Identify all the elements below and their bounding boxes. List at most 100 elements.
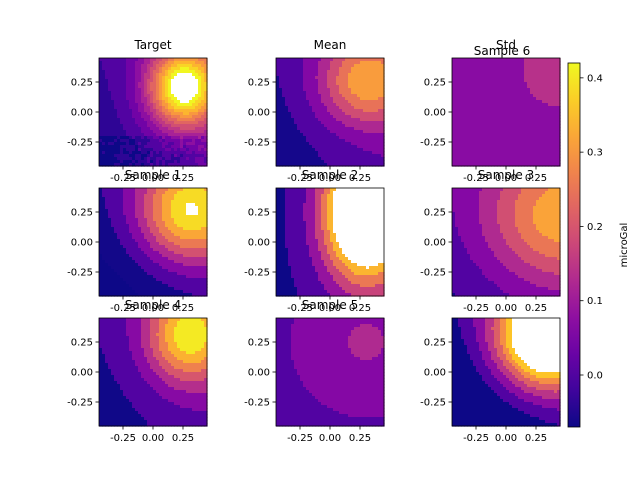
heatmap-cell (129, 76, 133, 80)
heatmap-cell (192, 82, 196, 86)
heatmap-cell (147, 67, 151, 71)
heatmap-cell (105, 76, 109, 80)
heatmap-cell (129, 154, 133, 158)
heatmap-cell (108, 58, 112, 62)
heatmap-cell (114, 124, 118, 128)
heatmap-cell (183, 73, 187, 77)
heatmap-cell (99, 124, 103, 128)
heatmap-cell (177, 70, 181, 74)
heatmap-cell (159, 136, 163, 140)
heatmap-cell (144, 133, 148, 137)
heatmap-cell (201, 130, 205, 134)
heatmap-cell (174, 82, 178, 86)
heatmap-cell (123, 88, 127, 92)
heatmap-cell (129, 157, 133, 161)
heatmap-cell (111, 88, 115, 92)
heatmap-cell (177, 157, 181, 161)
heatmap-cell (102, 88, 106, 92)
heatmap-cell (279, 145, 283, 149)
heatmap-cell (105, 70, 109, 74)
heatmap-cell (117, 139, 121, 143)
heatmap-cell (276, 85, 280, 89)
heatmap-cell (156, 154, 160, 158)
heatmap-cell (285, 109, 289, 113)
heatmap-cell (186, 130, 190, 134)
heatmap-cell (114, 163, 118, 167)
heatmap-cell (150, 157, 154, 161)
heatmap-cell (159, 121, 163, 125)
heatmap-cell (195, 118, 199, 122)
heatmap-cell (123, 61, 127, 65)
heatmap-cell (147, 163, 151, 167)
heatmap-cell (102, 76, 106, 80)
heatmap-cell (141, 100, 145, 104)
heatmap-cell (99, 154, 103, 158)
heatmap-cell (159, 145, 163, 149)
heatmap-cell (168, 163, 172, 167)
heatmap-cell (180, 112, 184, 116)
heatmap-cell (198, 127, 202, 131)
heatmap-cell (99, 58, 103, 62)
heatmap-cell (174, 67, 178, 71)
heatmap-cell (186, 97, 190, 101)
heatmap-cell (120, 64, 124, 68)
heatmap-cell (132, 97, 136, 101)
heatmap-cell (189, 97, 193, 101)
heatmap-cell (198, 133, 202, 137)
heatmap-cell (165, 139, 169, 143)
heatmap-cell (111, 76, 115, 80)
heatmap-cell (156, 109, 160, 113)
heatmap-cell (198, 103, 202, 107)
heatmap-cell (99, 100, 103, 104)
heatmap-cell (126, 163, 130, 167)
heatmap-cell (276, 70, 280, 74)
heatmap-cell (204, 139, 208, 143)
heatmap-cell (195, 79, 199, 83)
heatmap-cell (156, 139, 160, 143)
heatmap-cell (288, 76, 292, 80)
heatmap-cell (171, 67, 175, 71)
heatmap-cell (141, 61, 145, 65)
heatmap-cell (138, 79, 142, 83)
heatmap-cell (180, 154, 184, 158)
heatmap-cell (174, 157, 178, 161)
heatmap-cell (192, 103, 196, 107)
heatmap-cell (111, 103, 115, 107)
heatmap-cell (129, 163, 133, 167)
heatmap-cell (114, 157, 118, 161)
heatmap-cell (156, 151, 160, 155)
heatmap-cell (201, 151, 205, 155)
heatmap-cell (183, 82, 187, 86)
heatmap-cell (141, 67, 145, 71)
heatmap-cell (126, 115, 130, 119)
heatmap-cell (171, 151, 175, 155)
heatmap-cell (177, 154, 181, 158)
heatmap-cell (114, 67, 118, 71)
heatmap-cell (279, 154, 283, 158)
heatmap-cell (117, 64, 121, 68)
heatmap-cell (153, 100, 157, 104)
heatmap-cell (201, 133, 205, 137)
heatmap-cell (198, 94, 202, 98)
heatmap-cell (150, 88, 154, 92)
heatmap-cell (279, 97, 283, 101)
heatmap-cell (198, 106, 202, 110)
heatmap-cell (123, 130, 127, 134)
heatmap-cell (285, 91, 289, 95)
heatmap-cell (183, 133, 187, 137)
heatmap-cell (141, 70, 145, 74)
heatmap-cell (177, 64, 181, 68)
heatmap-cell (147, 145, 151, 149)
heatmap-cell (123, 112, 127, 116)
heatmap-cell (285, 121, 289, 125)
heatmap-cell (180, 136, 184, 140)
heatmap-cell (114, 121, 118, 125)
heatmap-cell (114, 91, 118, 95)
heatmap-cell (198, 148, 202, 152)
heatmap-cell (114, 136, 118, 140)
heatmap-cell (195, 73, 199, 77)
heatmap-cell (102, 124, 106, 128)
heatmap-cell (288, 127, 292, 131)
heatmap-cell (129, 79, 133, 83)
